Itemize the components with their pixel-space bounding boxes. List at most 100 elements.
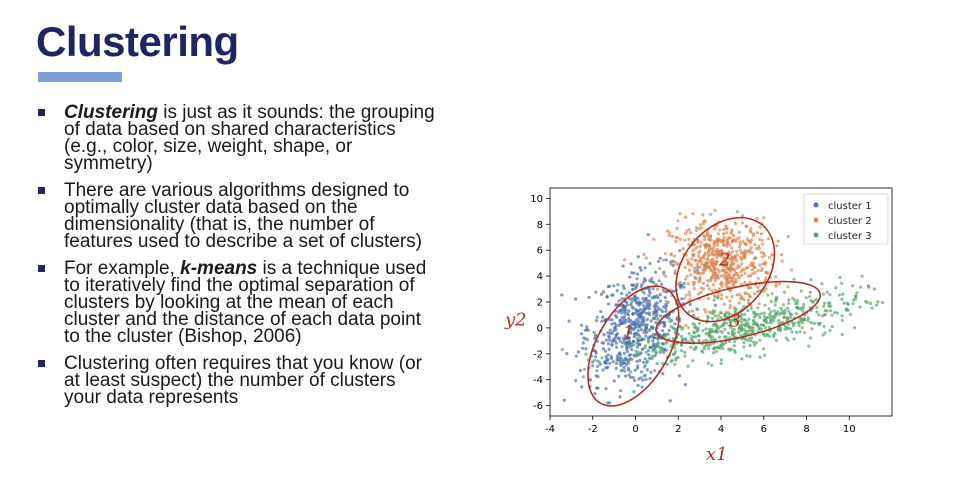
data-point	[746, 298, 751, 302]
data-point	[733, 255, 738, 259]
data-point	[745, 354, 749, 358]
data-point	[672, 352, 677, 356]
data-point	[625, 345, 629, 350]
data-point	[740, 262, 744, 266]
data-point	[732, 283, 736, 288]
data-point	[636, 325, 640, 329]
data-point	[806, 316, 811, 320]
data-point	[623, 304, 627, 309]
data-point	[827, 301, 831, 305]
data-point	[620, 297, 624, 301]
data-point	[610, 293, 614, 297]
legend-marker	[813, 202, 819, 208]
data-point	[725, 237, 729, 241]
data-point	[704, 261, 708, 265]
bullet-list: Clustering is just as it sounds: the gro…	[36, 103, 436, 416]
data-point	[748, 250, 752, 255]
data-point	[692, 283, 696, 287]
data-point	[732, 258, 736, 262]
data-point	[634, 333, 638, 337]
data-point	[627, 309, 631, 313]
data-point	[712, 338, 716, 342]
data-point	[703, 219, 708, 223]
data-point	[835, 311, 839, 315]
data-point	[728, 252, 732, 257]
data-point	[704, 264, 708, 268]
data-point	[806, 318, 810, 323]
data-point	[797, 324, 801, 328]
data-point	[769, 310, 773, 314]
data-point	[620, 322, 624, 326]
data-point	[781, 303, 785, 307]
data-point	[802, 302, 806, 306]
data-point	[713, 346, 717, 350]
legend-box	[803, 193, 889, 245]
data-point	[683, 350, 687, 354]
data-point	[712, 298, 716, 302]
data-point	[667, 233, 671, 238]
data-point	[762, 289, 766, 293]
data-point	[703, 238, 707, 242]
data-point	[719, 358, 724, 362]
data-point	[694, 259, 698, 263]
data-point	[674, 358, 678, 362]
data-point	[654, 349, 658, 354]
data-point	[708, 245, 712, 249]
annotation-cluster-label: 1	[623, 322, 634, 343]
data-point	[606, 331, 610, 335]
data-point	[787, 301, 791, 305]
data-point	[724, 231, 728, 235]
data-point	[803, 330, 807, 335]
data-point	[687, 290, 691, 294]
data-point	[648, 345, 652, 349]
data-point	[691, 249, 695, 253]
data-point	[686, 364, 690, 368]
data-point	[825, 309, 829, 313]
data-point	[639, 311, 644, 315]
data-point	[683, 354, 687, 358]
data-point	[708, 329, 712, 333]
data-point	[608, 338, 612, 342]
data-point	[709, 311, 713, 315]
data-point	[770, 253, 774, 257]
data-point	[678, 325, 682, 329]
data-point	[701, 329, 705, 333]
data-point	[631, 375, 635, 380]
data-point	[809, 278, 813, 282]
data-point	[606, 342, 610, 346]
data-point	[684, 337, 688, 341]
data-point	[639, 376, 643, 380]
x-tick-label: 10	[843, 424, 856, 435]
data-point	[701, 281, 705, 285]
data-point	[606, 353, 610, 357]
annotation-ellipse-2	[675, 216, 776, 323]
data-point	[630, 271, 634, 275]
data-point	[621, 341, 625, 345]
data-point	[699, 260, 703, 264]
data-point	[646, 306, 650, 310]
y-tick-label: -4	[533, 375, 543, 386]
data-point	[783, 327, 787, 331]
data-point	[739, 314, 743, 319]
data-point	[709, 276, 713, 280]
data-point	[574, 354, 578, 358]
bullet-square-icon	[38, 187, 45, 194]
data-point	[748, 248, 752, 252]
data-point	[593, 336, 597, 340]
data-point	[611, 360, 615, 364]
data-point	[647, 287, 651, 291]
data-point	[728, 336, 732, 340]
data-point	[646, 349, 651, 353]
data-point	[786, 338, 790, 342]
data-point	[619, 389, 623, 393]
data-point	[854, 294, 858, 298]
data-point	[689, 273, 693, 277]
data-point	[748, 339, 752, 343]
data-point	[581, 341, 585, 345]
data-point	[653, 295, 657, 300]
data-point	[674, 349, 678, 354]
bullet-emphasis: k-means	[180, 258, 258, 279]
data-point	[615, 288, 619, 293]
data-point	[791, 296, 795, 300]
data-point	[706, 279, 710, 283]
